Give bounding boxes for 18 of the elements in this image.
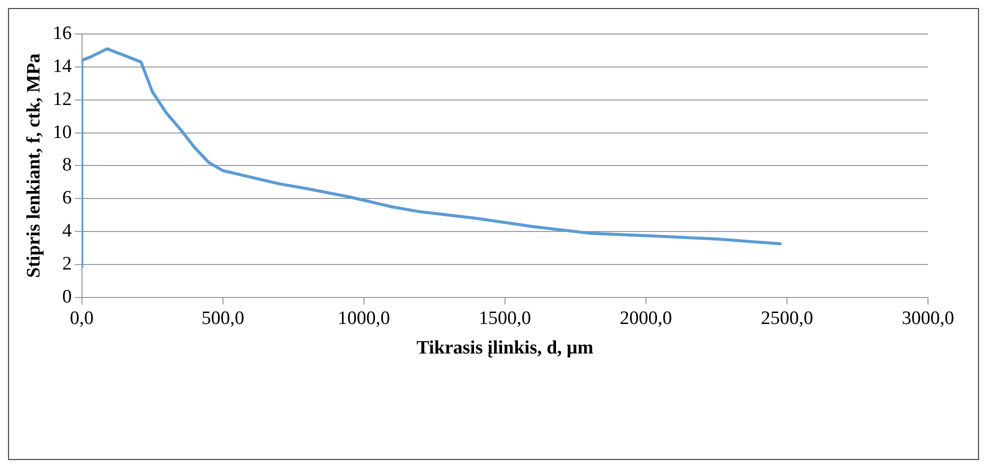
x-tick-label: 1500,0	[478, 308, 532, 329]
y-tick-label: 4	[62, 220, 72, 242]
y-tick-label: 2	[62, 253, 72, 274]
y-tick-label: 16	[52, 22, 72, 44]
x-tick-label: 1000,0	[338, 308, 390, 329]
y-tick-label: 12	[52, 88, 72, 110]
x-tick-label: 2500,0	[760, 308, 814, 329]
x-axis-title: Tikrasis įlinkis, d, μm	[416, 338, 594, 359]
x-tick-label: 0,0	[70, 308, 94, 329]
x-tick-label: 500,0	[201, 308, 244, 329]
x-tick-label: 3000,0	[902, 308, 954, 329]
x-tick-label: 2000,0	[620, 308, 672, 329]
y-tick-label: 0	[62, 286, 72, 308]
y-axis-title: Stipris lenkiant, f, ctk, MPa	[23, 53, 44, 278]
y-tick-label: 14	[52, 56, 72, 77]
y-tick-label: 8	[62, 154, 72, 176]
y-tick-label: 6	[62, 188, 72, 209]
y-tick-label: 10	[52, 122, 72, 143]
